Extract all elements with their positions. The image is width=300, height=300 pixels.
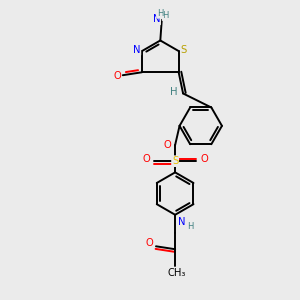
Text: O: O <box>145 238 153 248</box>
Text: O: O <box>113 71 121 81</box>
Text: N: N <box>133 45 140 55</box>
Text: H: H <box>187 222 193 231</box>
Text: CH₃: CH₃ <box>168 268 186 278</box>
Text: S: S <box>181 45 187 55</box>
Text: H: H <box>157 9 163 18</box>
Text: N: N <box>178 218 185 227</box>
Text: O: O <box>142 154 150 164</box>
Text: N: N <box>153 14 160 24</box>
Text: O: O <box>200 154 208 164</box>
Text: O: O <box>163 140 171 150</box>
Text: S: S <box>172 156 178 166</box>
Text: H: H <box>170 87 177 97</box>
Text: H: H <box>162 11 169 20</box>
